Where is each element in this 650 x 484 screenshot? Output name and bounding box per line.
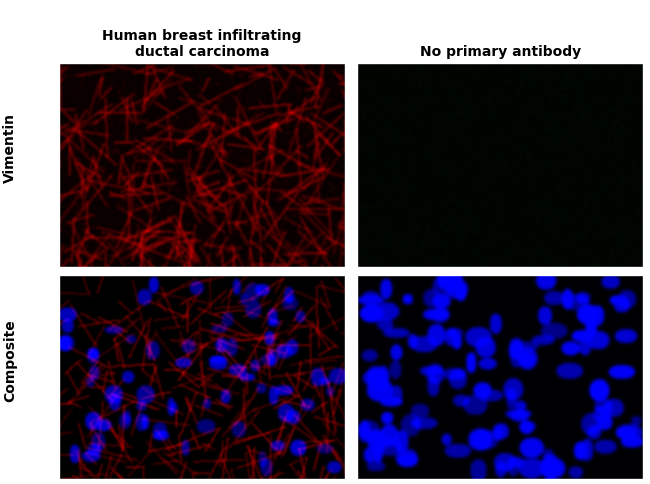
Title: No primary antibody: No primary antibody [419,45,580,59]
Title: Human breast infiltrating
ductal carcinoma: Human breast infiltrating ductal carcino… [102,29,302,59]
Text: Composite: Composite [3,319,18,402]
Text: Vimentin: Vimentin [3,113,18,182]
